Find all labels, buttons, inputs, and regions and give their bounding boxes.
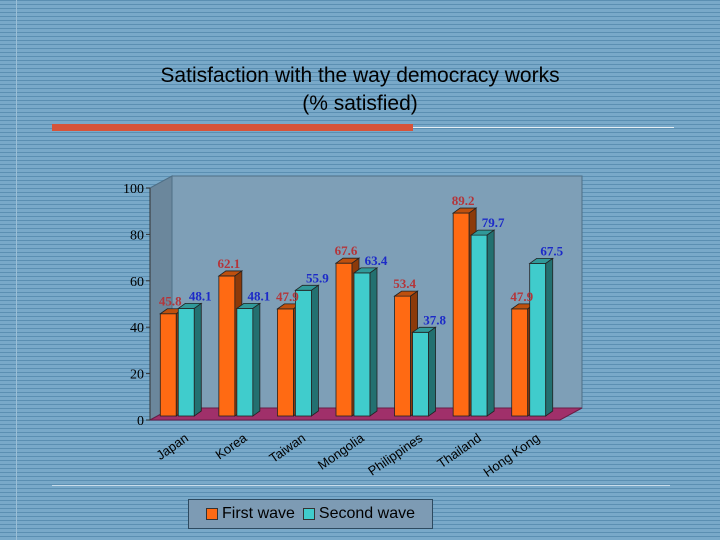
bar-second-wave-2 (295, 289, 312, 417)
title-accent-bar (52, 124, 413, 131)
data-label-first-wave: 62.1 (217, 256, 240, 271)
bar-first-wave-1 (218, 275, 236, 417)
data-label-second-wave: 48.1 (247, 288, 270, 303)
bar-second-wave-6-side (545, 257, 554, 417)
bar-second-wave-0-side (193, 302, 202, 417)
chart-title-line-2: (% satisfied) (302, 92, 418, 115)
y-tick-label: 60 (130, 275, 144, 290)
bar-second-wave-3 (353, 272, 371, 417)
data-label-second-wave: 79.7 (482, 215, 505, 230)
data-label-first-wave: 89.2 (452, 193, 475, 208)
data-label-second-wave: 37.8 (423, 312, 446, 327)
bar-second-wave-4-side (428, 326, 436, 417)
data-label-first-wave: 67.6 (335, 243, 358, 258)
bar-second-wave-2-side (311, 284, 319, 417)
bar-chart: 0 20 40 60 80 100 45.8 48.1 Japan 62.1 48.1 Korea 47… (123, 175, 583, 480)
bar-second-wave-3-side (369, 267, 378, 417)
bar-first-wave-3 (335, 262, 353, 417)
legend-item-second-wave: Second wave (302, 505, 415, 523)
data-label-first-wave: 53.4 (393, 276, 416, 291)
bar-second-wave-6 (529, 262, 547, 417)
data-label-second-wave: 67.5 (540, 243, 563, 258)
legend-swatch-first-wave (206, 508, 219, 520)
bar-second-wave-1 (236, 308, 254, 417)
y-tick-label: 80 (130, 228, 144, 243)
category-label: Philippines (365, 430, 426, 479)
legend-label-second-wave: Second wave (318, 505, 415, 522)
legend-label-first-wave: First wave (222, 505, 295, 522)
data-label-second-wave: 63.4 (365, 253, 388, 268)
data-label-first-wave: 45.8 (159, 294, 182, 309)
category-label: Mongolia (315, 430, 367, 473)
data-label-second-wave: 55.9 (306, 270, 329, 285)
bar-second-wave-1-side (252, 302, 261, 417)
category-label: Hong Kong (481, 430, 543, 480)
y-tick-label: 40 (130, 321, 144, 336)
bar-first-wave-4 (394, 295, 411, 417)
chart-title-line-1: Satisfaction with the way democracy work… (160, 64, 560, 87)
y-tick-label: 20 (130, 368, 144, 383)
category-label: Taiwan (266, 430, 308, 465)
data-label-second-wave: 48.1 (189, 288, 212, 303)
bar-second-wave-5 (470, 234, 488, 417)
y-tick-label: 0 (137, 414, 144, 429)
bar-second-wave-0 (177, 308, 195, 417)
title-accent-line (413, 127, 674, 128)
category-label: Japan (153, 430, 191, 463)
bar-first-wave-5 (452, 212, 470, 417)
left-rule (16, 0, 17, 540)
data-label-first-wave: 47.9 (276, 289, 299, 304)
legend-item-first-wave: First wave (206, 505, 295, 523)
bar-first-wave-0 (159, 313, 177, 417)
bar-second-wave-4 (412, 331, 429, 417)
footer-rule (52, 485, 670, 486)
bar-second-wave-5-side (486, 229, 495, 417)
bar-first-wave-2 (277, 308, 294, 417)
category-label: Korea (213, 430, 251, 463)
y-tick-label: 100 (123, 182, 144, 197)
data-label-first-wave: 47.9 (510, 289, 533, 304)
legend-swatch-second-wave (302, 508, 315, 520)
category-label: Thailand (434, 430, 483, 471)
bar-first-wave-6 (511, 308, 529, 417)
chart-legend: First wave Second wave (188, 499, 433, 529)
